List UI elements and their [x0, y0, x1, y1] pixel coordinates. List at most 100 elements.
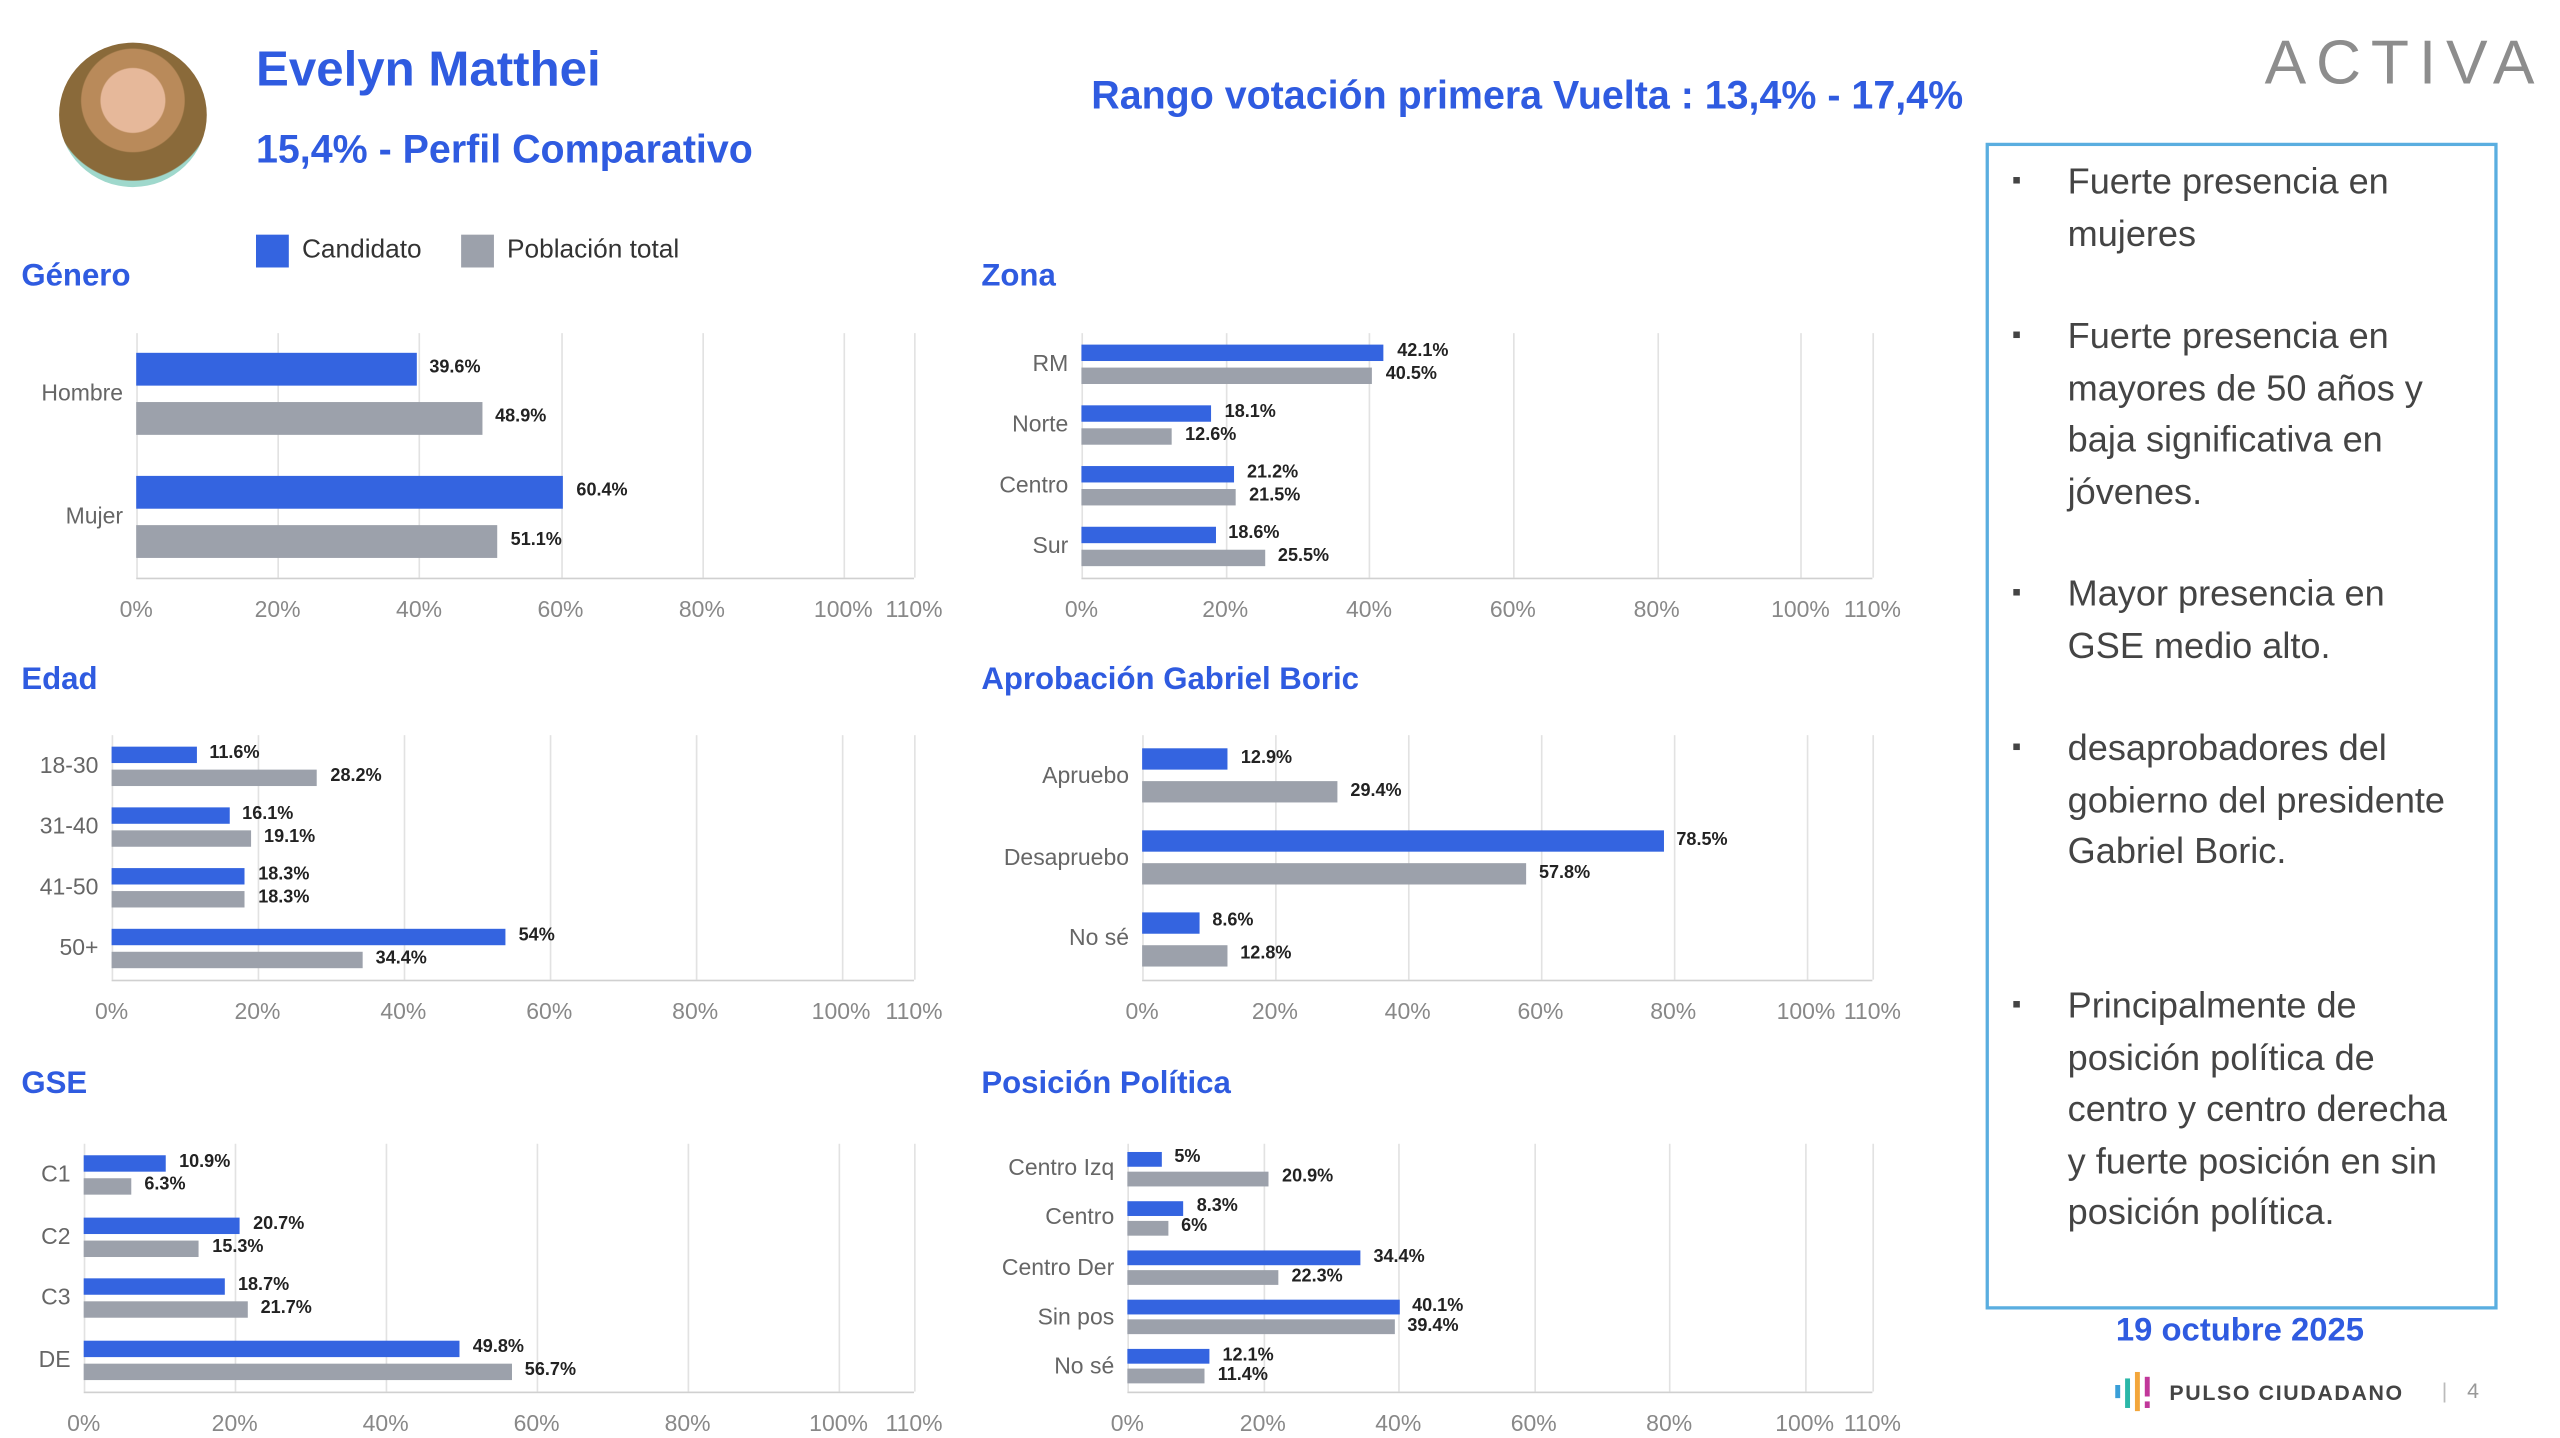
value-label: 18.3% — [258, 887, 310, 908]
candidate-bar — [1127, 1299, 1399, 1315]
category-label: Centro Der — [1001, 1252, 1115, 1280]
summary-bullet: Fuerte presencia en mayores de 50 años y… — [2012, 310, 2470, 517]
value-label: 78.5% — [1676, 829, 1728, 850]
x-tick-label: 0% — [1064, 595, 1099, 622]
value-label: 54% — [518, 926, 555, 946]
gridline — [419, 333, 421, 578]
legend-population: Población total — [506, 236, 680, 265]
value-label: 29.4% — [1350, 780, 1402, 801]
gridline — [136, 333, 138, 578]
x-tick-label: 110% — [1843, 1409, 1901, 1436]
category-label: 31-40 — [39, 812, 99, 839]
gridline — [1369, 333, 1371, 578]
gridline — [1656, 333, 1659, 578]
summary-bullet: Principalmente de posición política de c… — [2012, 980, 2470, 1238]
category-label: Centro — [999, 471, 1069, 498]
x-tick-label: 110% — [885, 595, 943, 622]
x-tick-label: 60% — [526, 997, 573, 1024]
value-label: 11.6% — [209, 742, 260, 763]
category-label: Sur — [1032, 532, 1069, 559]
chart-title: Edad — [21, 662, 98, 698]
candidate-photo — [59, 42, 207, 188]
gridline — [914, 735, 916, 980]
x-tick-label: 0% — [1125, 997, 1159, 1024]
gridline — [1407, 735, 1410, 980]
candidate-bar — [111, 746, 197, 763]
x-tick-label: 0% — [67, 1409, 101, 1436]
value-label: 5% — [1174, 1147, 1201, 1167]
gridline — [1262, 1143, 1265, 1392]
value-label: 6% — [1181, 1216, 1208, 1237]
gridline — [701, 333, 704, 578]
x-tick-label: 60% — [1489, 595, 1536, 622]
x-tick-label: 110% — [885, 997, 943, 1024]
x-tick-label: 20% — [234, 997, 281, 1024]
population-bar — [1127, 1220, 1168, 1236]
chart-title: Aprobación Gabriel Boric — [981, 662, 1360, 698]
value-label: 56.7% — [524, 1360, 577, 1381]
x-tick-label: 100% — [1771, 595, 1830, 622]
candidate-bar — [111, 868, 246, 885]
gridline — [1872, 1143, 1875, 1392]
x-tick-label: 60% — [537, 595, 584, 622]
gridline — [111, 735, 114, 980]
x-tick-label: 100% — [809, 1409, 868, 1436]
x-axis — [1081, 577, 1873, 580]
page-subtitle: 15,4% - Perfil Comparativo — [255, 127, 753, 173]
x-tick-label: 100% — [813, 595, 873, 622]
value-label: 12.1% — [1222, 1345, 1274, 1366]
chart-title: Zona — [981, 259, 1056, 294]
summary-box: Fuerte presencia en mujeres Fuerte prese… — [1985, 142, 2498, 1310]
category-label: No sé — [1068, 924, 1130, 951]
x-axis — [1127, 1391, 1873, 1394]
x-tick-label: 20% — [211, 1409, 258, 1436]
value-label: 6.3% — [144, 1174, 186, 1195]
x-tick-label: 20% — [1251, 997, 1298, 1024]
x-tick-label: 110% — [1843, 997, 1901, 1024]
population-bar — [1127, 1319, 1395, 1335]
pulso-logo-icon — [2115, 1371, 2150, 1412]
value-label: 12.9% — [1240, 748, 1293, 768]
x-tick-label: 60% — [513, 1409, 560, 1436]
value-label: 12.6% — [1185, 424, 1237, 445]
value-label: 19.1% — [264, 826, 316, 847]
gridline — [1225, 333, 1227, 578]
value-label: 10.9% — [179, 1151, 231, 1172]
gridline — [560, 333, 563, 578]
value-label: 39.6% — [429, 358, 481, 378]
summary-bullet: Fuerte presencia en mujeres — [2012, 156, 2470, 259]
gridline — [695, 735, 697, 980]
value-label: 11.4% — [1217, 1365, 1268, 1385]
report-date: 19 octubre 2025 — [2115, 1312, 2365, 1349]
candidate-bar — [136, 353, 417, 387]
gridline — [549, 735, 551, 980]
candidate-bar — [1081, 527, 1216, 544]
value-label: 8.3% — [1196, 1196, 1238, 1217]
gridline — [83, 1143, 86, 1392]
x-tick-label: 20% — [1239, 1409, 1286, 1436]
gridline — [1512, 333, 1515, 578]
x-axis — [136, 577, 915, 580]
candidate-bar — [111, 929, 506, 946]
gridline — [1804, 1143, 1807, 1392]
candidate-bar — [1142, 830, 1664, 852]
candidate-bar — [1127, 1349, 1210, 1365]
category-label: Apruebo — [1042, 761, 1130, 788]
value-label: 21.7% — [260, 1298, 312, 1319]
value-label: 28.2% — [330, 765, 382, 786]
legend-swatch-candidate — [255, 234, 289, 268]
value-label: 51.1% — [510, 529, 562, 550]
category-label: RM — [1032, 348, 1069, 376]
gridline — [841, 735, 843, 980]
x-tick-label: 100% — [811, 997, 871, 1024]
population-bar — [111, 891, 246, 908]
gridline — [1669, 1143, 1671, 1392]
x-tick-label: 110% — [885, 1409, 943, 1436]
candidate-bar — [83, 1155, 166, 1172]
category-label: No sé — [1054, 1352, 1115, 1379]
value-label: 8.6% — [1212, 911, 1254, 931]
value-label: 60.4% — [576, 480, 628, 501]
value-label: 21.2% — [1246, 462, 1299, 483]
candidate-bar — [1127, 1250, 1361, 1266]
population-bar — [111, 769, 318, 786]
